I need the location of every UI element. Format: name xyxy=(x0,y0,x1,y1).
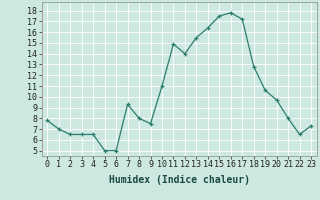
X-axis label: Humidex (Indice chaleur): Humidex (Indice chaleur) xyxy=(109,175,250,185)
